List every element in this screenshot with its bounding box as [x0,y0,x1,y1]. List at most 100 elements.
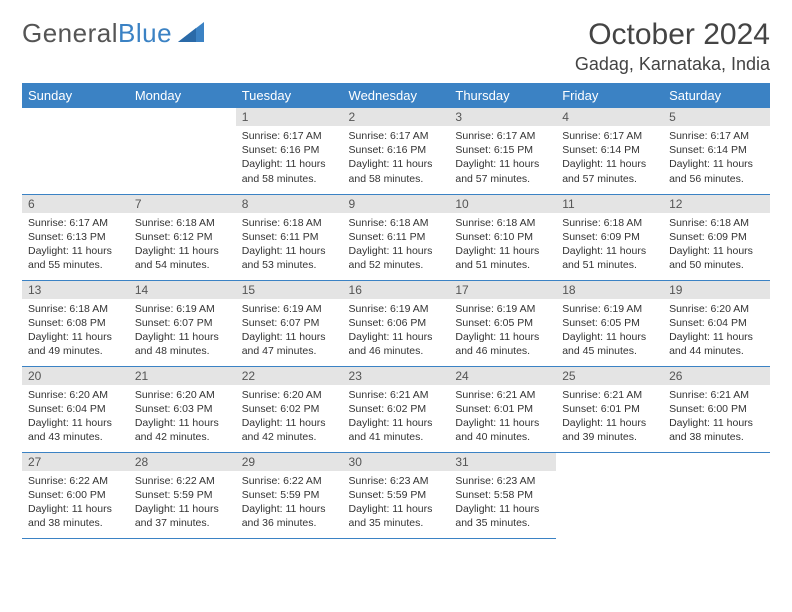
sunset-text: Sunset: 6:06 PM [349,316,444,330]
sunset-text: Sunset: 6:15 PM [455,143,550,157]
calendar-day-cell: 10Sunrise: 6:18 AMSunset: 6:10 PMDayligh… [449,194,556,280]
day-number: 11 [556,195,663,213]
sunrise-text: Sunrise: 6:20 AM [28,388,123,402]
daylight-text: Daylight: 11 hours and 50 minutes. [669,244,764,272]
sunset-text: Sunset: 6:09 PM [562,230,657,244]
day-number: 10 [449,195,556,213]
sunrise-text: Sunrise: 6:21 AM [562,388,657,402]
day-details: Sunrise: 6:20 AMSunset: 6:04 PMDaylight:… [22,385,129,451]
calendar-week-row: 27Sunrise: 6:22 AMSunset: 6:00 PMDayligh… [22,452,770,538]
logo-triangle-icon [178,18,204,49]
day-details: Sunrise: 6:18 AMSunset: 6:11 PMDaylight:… [236,213,343,279]
day-details: Sunrise: 6:21 AMSunset: 6:01 PMDaylight:… [556,385,663,451]
daylight-text: Daylight: 11 hours and 57 minutes. [562,157,657,185]
logo-text-blue: Blue [118,18,172,49]
sunset-text: Sunset: 6:02 PM [242,402,337,416]
daylight-text: Daylight: 11 hours and 48 minutes. [135,330,230,358]
day-number: 7 [129,195,236,213]
daylight-text: Daylight: 11 hours and 37 minutes. [135,502,230,530]
sunrise-text: Sunrise: 6:21 AM [349,388,444,402]
calendar-day-cell: 15Sunrise: 6:19 AMSunset: 6:07 PMDayligh… [236,280,343,366]
sunset-text: Sunset: 6:10 PM [455,230,550,244]
day-number: 13 [22,281,129,299]
day-header: Sunday [22,83,129,108]
logo-text-general: General [22,18,118,49]
calendar-day-cell: 18Sunrise: 6:19 AMSunset: 6:05 PMDayligh… [556,280,663,366]
sunrise-text: Sunrise: 6:19 AM [242,302,337,316]
day-details: Sunrise: 6:19 AMSunset: 6:05 PMDaylight:… [556,299,663,365]
sunset-text: Sunset: 5:58 PM [455,488,550,502]
day-number: 1 [236,108,343,126]
calendar-day-cell: 16Sunrise: 6:19 AMSunset: 6:06 PMDayligh… [343,280,450,366]
sunrise-text: Sunrise: 6:23 AM [349,474,444,488]
day-number: 27 [22,453,129,471]
sunrise-text: Sunrise: 6:20 AM [242,388,337,402]
daylight-text: Daylight: 11 hours and 42 minutes. [242,416,337,444]
sunset-text: Sunset: 6:11 PM [349,230,444,244]
sunrise-text: Sunrise: 6:22 AM [135,474,230,488]
calendar-day-cell: 5Sunrise: 6:17 AMSunset: 6:14 PMDaylight… [663,108,770,194]
calendar-day-cell: 8Sunrise: 6:18 AMSunset: 6:11 PMDaylight… [236,194,343,280]
day-number: 2 [343,108,450,126]
daylight-text: Daylight: 11 hours and 42 minutes. [135,416,230,444]
calendar-day-cell: 19Sunrise: 6:20 AMSunset: 6:04 PMDayligh… [663,280,770,366]
sunrise-text: Sunrise: 6:22 AM [28,474,123,488]
month-title: October 2024 [575,18,770,52]
sunset-text: Sunset: 5:59 PM [135,488,230,502]
calendar-day-cell: 11Sunrise: 6:18 AMSunset: 6:09 PMDayligh… [556,194,663,280]
day-number: 31 [449,453,556,471]
day-header-row: SundayMondayTuesdayWednesdayThursdayFrid… [22,83,770,108]
sunrise-text: Sunrise: 6:17 AM [242,129,337,143]
calendar-day-cell: 9Sunrise: 6:18 AMSunset: 6:11 PMDaylight… [343,194,450,280]
daylight-text: Daylight: 11 hours and 40 minutes. [455,416,550,444]
day-details: Sunrise: 6:17 AMSunset: 6:15 PMDaylight:… [449,126,556,192]
day-number: 25 [556,367,663,385]
day-number: 3 [449,108,556,126]
sunrise-text: Sunrise: 6:20 AM [135,388,230,402]
daylight-text: Daylight: 11 hours and 43 minutes. [28,416,123,444]
calendar-day-cell: 17Sunrise: 6:19 AMSunset: 6:05 PMDayligh… [449,280,556,366]
calendar-day-cell: 13Sunrise: 6:18 AMSunset: 6:08 PMDayligh… [22,280,129,366]
day-number: 4 [556,108,663,126]
sunset-text: Sunset: 6:04 PM [669,316,764,330]
calendar-day-cell: 21Sunrise: 6:20 AMSunset: 6:03 PMDayligh… [129,366,236,452]
day-details: Sunrise: 6:23 AMSunset: 5:59 PMDaylight:… [343,471,450,537]
day-details: Sunrise: 6:21 AMSunset: 6:01 PMDaylight:… [449,385,556,451]
daylight-text: Daylight: 11 hours and 45 minutes. [562,330,657,358]
sunset-text: Sunset: 5:59 PM [349,488,444,502]
calendar-day-cell [663,452,770,538]
day-details: Sunrise: 6:23 AMSunset: 5:58 PMDaylight:… [449,471,556,537]
sunrise-text: Sunrise: 6:19 AM [455,302,550,316]
header-row: General Blue October 2024 Gadag, Karnata… [22,18,770,75]
day-details: Sunrise: 6:19 AMSunset: 6:07 PMDaylight:… [129,299,236,365]
day-header: Wednesday [343,83,450,108]
daylight-text: Daylight: 11 hours and 51 minutes. [455,244,550,272]
sunrise-text: Sunrise: 6:19 AM [135,302,230,316]
daylight-text: Daylight: 11 hours and 38 minutes. [669,416,764,444]
daylight-text: Daylight: 11 hours and 35 minutes. [455,502,550,530]
sunrise-text: Sunrise: 6:20 AM [669,302,764,316]
calendar-day-cell: 14Sunrise: 6:19 AMSunset: 6:07 PMDayligh… [129,280,236,366]
calendar-day-cell: 6Sunrise: 6:17 AMSunset: 6:13 PMDaylight… [22,194,129,280]
sunrise-text: Sunrise: 6:18 AM [28,302,123,316]
daylight-text: Daylight: 11 hours and 49 minutes. [28,330,123,358]
title-block: October 2024 Gadag, Karnataka, India [575,18,770,75]
sunset-text: Sunset: 6:05 PM [562,316,657,330]
sunset-text: Sunset: 6:12 PM [135,230,230,244]
calendar-table: SundayMondayTuesdayWednesdayThursdayFrid… [22,83,770,539]
day-details: Sunrise: 6:19 AMSunset: 6:06 PMDaylight:… [343,299,450,365]
day-details: Sunrise: 6:17 AMSunset: 6:14 PMDaylight:… [556,126,663,192]
sunset-text: Sunset: 6:11 PM [242,230,337,244]
calendar-day-cell: 31Sunrise: 6:23 AMSunset: 5:58 PMDayligh… [449,452,556,538]
day-number: 14 [129,281,236,299]
day-number: 18 [556,281,663,299]
sunset-text: Sunset: 6:02 PM [349,402,444,416]
day-number: 8 [236,195,343,213]
day-details: Sunrise: 6:20 AMSunset: 6:03 PMDaylight:… [129,385,236,451]
day-number: 6 [22,195,129,213]
day-details: Sunrise: 6:18 AMSunset: 6:09 PMDaylight:… [556,213,663,279]
sunrise-text: Sunrise: 6:17 AM [349,129,444,143]
daylight-text: Daylight: 11 hours and 36 minutes. [242,502,337,530]
calendar-day-cell: 2Sunrise: 6:17 AMSunset: 6:16 PMDaylight… [343,108,450,194]
day-details: Sunrise: 6:18 AMSunset: 6:08 PMDaylight:… [22,299,129,365]
